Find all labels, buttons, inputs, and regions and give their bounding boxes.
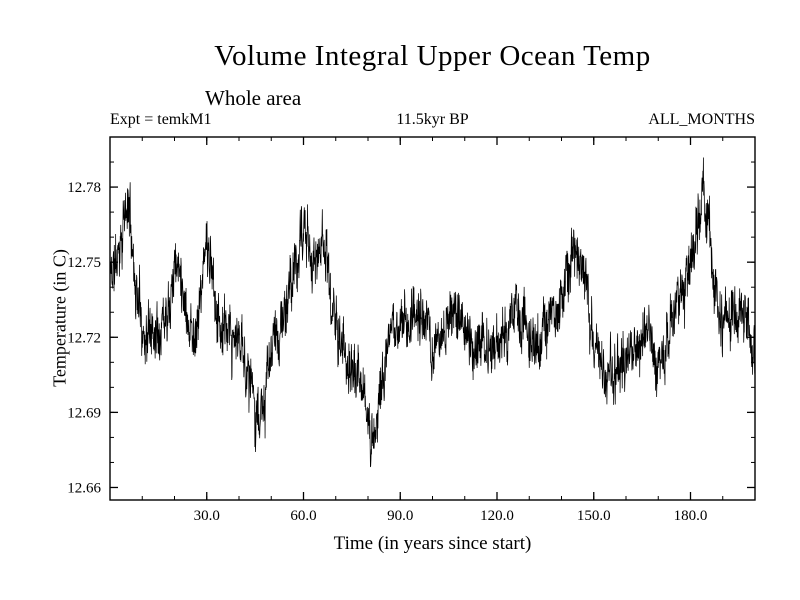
y-tick-label: 12.69 [67,405,101,421]
y-tick-label: 12.78 [67,180,101,196]
y-tick-label: 12.66 [67,480,101,496]
x-tick-label: 180.0 [674,508,708,524]
experiment-label: Expt = temkM1 [110,111,212,128]
plot-frame [109,136,756,501]
y-tick-label: 12.72 [67,330,101,346]
x-axis-label: Time (in years since start) [333,533,532,554]
y-tick-label: 12.75 [67,255,101,271]
x-tick-label: 120.0 [480,508,514,524]
x-tick-label: 150.0 [577,508,611,524]
period-label: 11.5kyr BP [396,111,469,128]
x-tick-label: 30.0 [194,508,220,524]
chart-title: Volume Integral Upper Ocean Temp [214,40,651,72]
months-label: ALL_MONTHS [648,111,755,128]
x-tick-label: 90.0 [387,508,413,524]
x-tick-label: 60.0 [290,508,316,524]
temperature-series-line [109,157,756,468]
chart-subtitle: Whole area [205,86,302,110]
